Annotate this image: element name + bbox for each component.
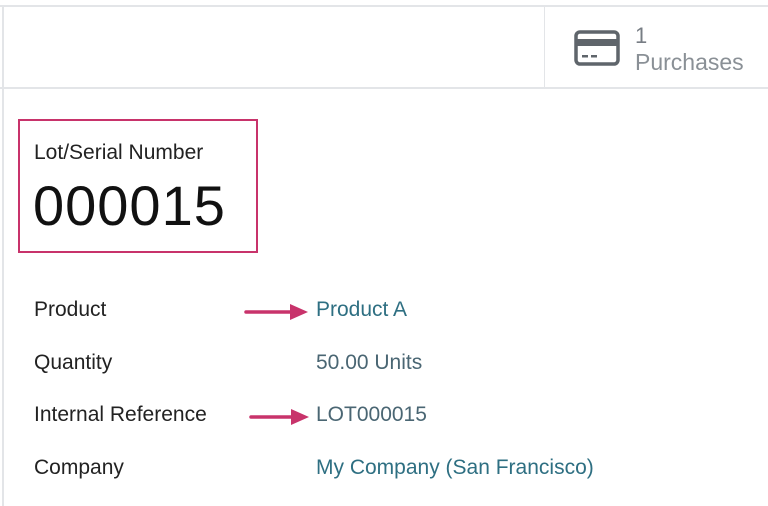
left-border xyxy=(2,5,4,506)
title-caption: Lot/Serial Number xyxy=(34,141,204,164)
lot-title-highlight: Lot/Serial Number 000015 xyxy=(18,119,258,253)
credit-card-icon xyxy=(574,30,620,66)
field-row-company: Company My Company (San Francisco) xyxy=(34,456,734,486)
purchases-smart-button[interactable]: 1 Purchases xyxy=(544,7,768,87)
arrow-icon xyxy=(249,409,309,425)
quantity-value: 50.00 Units xyxy=(316,351,423,374)
field-label: Product xyxy=(34,298,107,321)
product-link[interactable]: Product A xyxy=(316,298,408,321)
field-label: Company xyxy=(34,456,124,479)
field-label: Internal Reference xyxy=(34,403,207,426)
button-box-divider xyxy=(0,87,768,89)
field-row-product: Product Product A xyxy=(34,298,734,328)
field-label: Quantity xyxy=(34,351,113,374)
arrow-icon xyxy=(244,304,308,320)
top-border xyxy=(0,5,768,7)
lot-number[interactable]: 000015 xyxy=(33,174,226,237)
purchases-label: Purchases xyxy=(635,49,744,75)
purchases-count: 1 xyxy=(635,23,648,48)
field-row-quantity: Quantity 50.00 Units xyxy=(34,351,734,381)
company-link[interactable]: My Company (San Francisco) xyxy=(316,456,594,479)
field-row-internal-reference: Internal Reference LOT000015 xyxy=(34,403,734,433)
internal-reference-value[interactable]: LOT000015 xyxy=(316,403,427,426)
